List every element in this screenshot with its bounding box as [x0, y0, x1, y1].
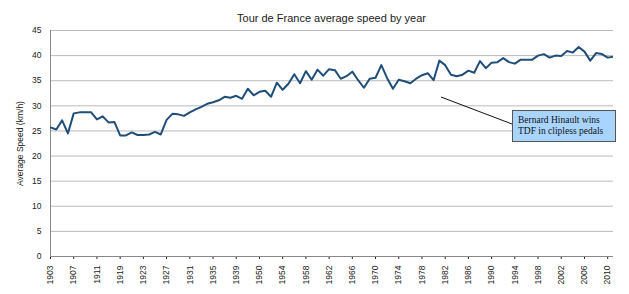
svg-text:45: 45 [32, 25, 42, 35]
svg-text:30: 30 [32, 101, 42, 111]
svg-text:1907: 1907 [68, 265, 78, 284]
svg-text:1919: 1919 [115, 265, 125, 284]
svg-text:1978: 1978 [417, 265, 427, 284]
svg-text:1931: 1931 [185, 265, 195, 284]
html-text:Tour de France average speed b: Tour de France average speed by year [237, 12, 426, 24]
svg-text:35: 35 [32, 75, 42, 85]
html-text:Bernard Hinault wins TDF in cl: Bernard Hinault wins TDF in clipless ped… [518, 115, 604, 136]
svg-text:40: 40 [32, 50, 42, 60]
svg-text:1970: 1970 [370, 265, 380, 284]
svg-text:1990: 1990 [486, 265, 496, 284]
svg-text:15: 15 [32, 176, 42, 186]
svg-text:1986: 1986 [463, 265, 473, 284]
svg-text:1923: 1923 [138, 265, 148, 284]
svg-text:1998: 1998 [533, 265, 543, 284]
svg-text:1903: 1903 [45, 265, 55, 284]
svg-text:10: 10 [32, 201, 42, 211]
svg-text:2010: 2010 [602, 265, 612, 284]
svg-text:1927: 1927 [161, 265, 171, 284]
svg-text:2002: 2002 [556, 265, 566, 284]
svg-text:2006: 2006 [579, 265, 589, 284]
svg-text:1935: 1935 [208, 265, 218, 284]
svg-text:1994: 1994 [510, 265, 520, 284]
svg-text:0: 0 [37, 251, 42, 261]
svg-text:20: 20 [32, 151, 42, 161]
svg-text:1911: 1911 [92, 265, 102, 284]
svg-text:5: 5 [37, 226, 42, 236]
svg-text:1962: 1962 [324, 265, 334, 284]
svg-text:1966: 1966 [347, 265, 357, 284]
svg-text:1974: 1974 [393, 265, 403, 284]
svg-text:1950: 1950 [254, 265, 264, 284]
svg-text:1958: 1958 [301, 265, 311, 284]
svg-text:1954: 1954 [277, 265, 287, 284]
svg-text:Average Speed (km/h): Average Speed (km/h) [15, 101, 25, 186]
svg-text:25: 25 [32, 126, 42, 136]
svg-text:1982: 1982 [440, 265, 450, 284]
svg-text:1939: 1939 [231, 265, 241, 284]
